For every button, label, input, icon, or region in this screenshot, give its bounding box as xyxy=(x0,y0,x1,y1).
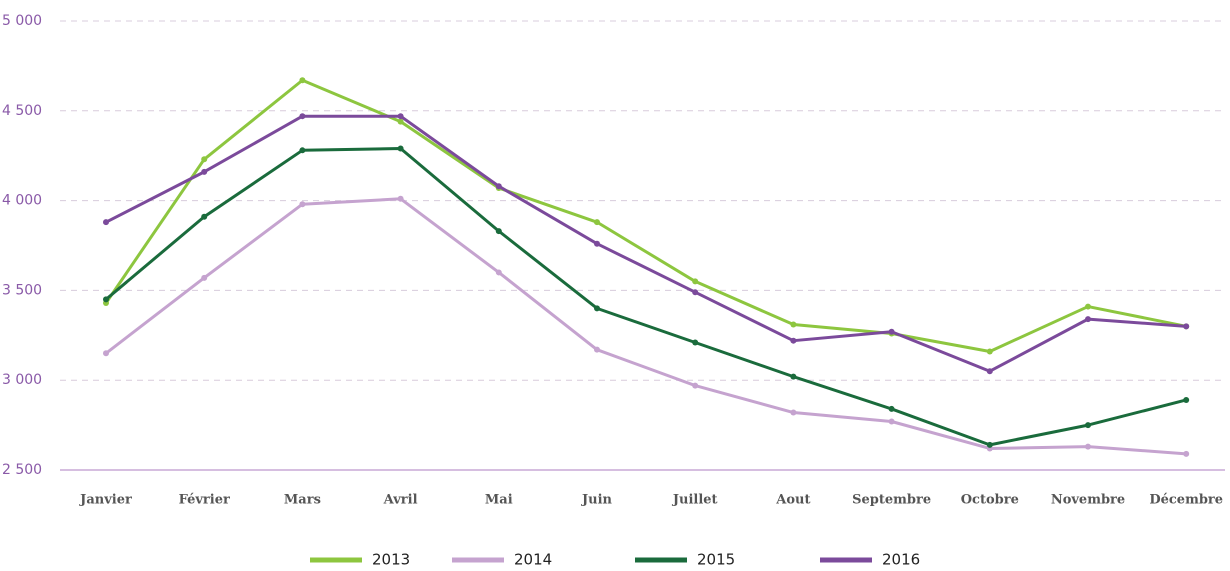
y-tick-label: 2 500 xyxy=(2,462,42,478)
data-point xyxy=(888,418,895,425)
data-point xyxy=(397,113,404,120)
x-tick-label: Mai xyxy=(485,493,513,508)
y-tick-label: 4 500 xyxy=(2,103,42,119)
y-tick-label: 4 000 xyxy=(2,193,42,209)
x-tick-label: Mars xyxy=(284,493,321,508)
data-point xyxy=(692,289,699,296)
data-point xyxy=(397,118,404,125)
data-point xyxy=(299,147,306,154)
legend-label: 2015 xyxy=(697,551,735,569)
data-point xyxy=(692,278,699,285)
x-tick-label: Octobre xyxy=(961,493,1019,508)
data-point xyxy=(888,328,895,335)
series-line xyxy=(105,114,1187,373)
data-point xyxy=(986,368,993,375)
data-point xyxy=(201,156,208,163)
data-point xyxy=(594,240,600,247)
data-point xyxy=(397,145,404,152)
data-point xyxy=(299,201,306,208)
x-tick-label: Février xyxy=(179,493,230,508)
data-point xyxy=(1183,323,1190,330)
data-point xyxy=(1183,450,1190,457)
data-point xyxy=(201,213,208,220)
series-line xyxy=(105,147,1187,447)
y-tick-label: 3 000 xyxy=(2,372,42,388)
data-point xyxy=(299,113,306,120)
data-point xyxy=(790,337,797,344)
data-point xyxy=(103,296,109,303)
data-point xyxy=(594,305,600,312)
data-point xyxy=(1085,303,1091,310)
data-point xyxy=(986,348,993,355)
data-point xyxy=(986,441,993,448)
data-point xyxy=(790,321,797,328)
data-point xyxy=(495,228,502,235)
data-point xyxy=(299,77,306,84)
x-tick-label: Juillet xyxy=(672,493,718,508)
data-point xyxy=(397,195,404,202)
legend-label: 2016 xyxy=(882,551,920,569)
series-line xyxy=(105,197,1187,456)
data-point xyxy=(201,168,208,175)
x-tick-label: Juin xyxy=(581,493,613,508)
data-point xyxy=(692,382,699,389)
data-point xyxy=(1085,422,1091,429)
data-point xyxy=(103,219,109,226)
data-point xyxy=(103,350,109,357)
x-tick-label: Aout xyxy=(775,493,810,508)
legend-label: 2013 xyxy=(372,551,410,569)
y-tick-label: 3 500 xyxy=(2,282,42,298)
data-point xyxy=(1183,396,1190,403)
legend-label: 2014 xyxy=(514,551,552,569)
data-point xyxy=(692,339,699,346)
data-point xyxy=(790,373,797,380)
x-tick-label: Janvier xyxy=(79,493,132,508)
x-tick-label: Avril xyxy=(383,493,418,508)
data-point xyxy=(201,274,208,281)
series-line xyxy=(104,78,1187,353)
data-point xyxy=(1085,316,1091,323)
data-point xyxy=(495,269,502,276)
data-point xyxy=(1085,443,1091,450)
x-tick-label: Septembre xyxy=(852,493,931,508)
data-point xyxy=(594,219,600,226)
data-point xyxy=(790,409,797,416)
data-point xyxy=(888,405,895,412)
data-point xyxy=(594,346,600,353)
data-point xyxy=(495,183,502,190)
x-tick-label: Décembre xyxy=(1149,493,1223,508)
y-tick-label: 5 000 xyxy=(2,13,42,29)
x-tick-label: Novembre xyxy=(1051,493,1125,508)
